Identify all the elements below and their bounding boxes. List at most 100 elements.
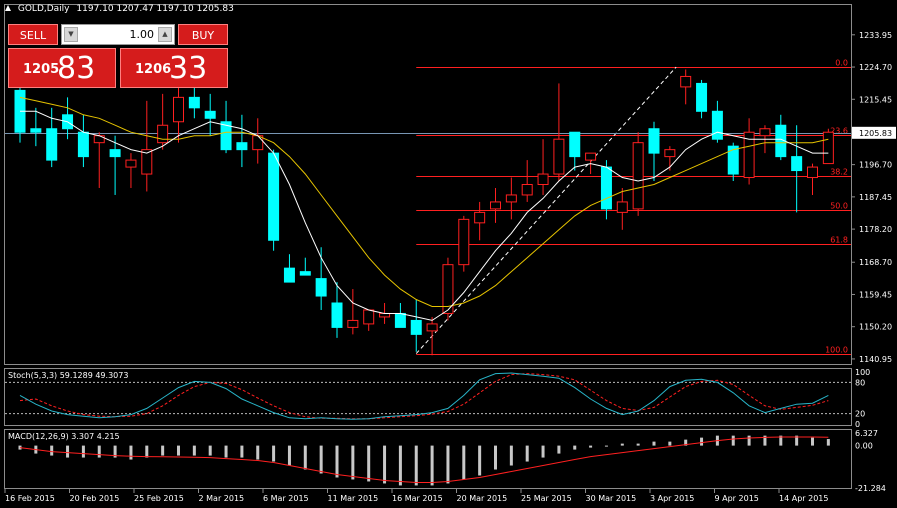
macd-histogram-bar: [494, 445, 497, 470]
macd-histogram-bar: [287, 445, 291, 466]
price-tick-label: 1233.95: [859, 31, 892, 40]
bull-candle: [141, 149, 153, 175]
bull-candle: [157, 124, 169, 144]
buy-price-main: 1206: [135, 62, 172, 77]
price-tick-label: 1215.45: [859, 95, 892, 104]
macd-signal-line: [19, 436, 829, 483]
time-tick-label: 9 Apr 2015: [715, 494, 759, 503]
lot-decrease-icon[interactable]: ▼: [64, 27, 78, 42]
bull-candle: [490, 201, 501, 210]
macd-histogram-bar: [66, 445, 70, 458]
time-tick-label: 6 Mar 2015: [263, 494, 309, 503]
fib-level-label: 38.2: [830, 168, 848, 177]
fib-level-label: 23.6: [830, 127, 848, 136]
bull-candle: [807, 166, 818, 179]
macd-tick-label: -21.284: [855, 484, 886, 493]
bear-candle: [204, 110, 216, 119]
bear-candle: [283, 267, 295, 283]
macd-histogram-bar: [700, 437, 704, 446]
bear-candle: [600, 166, 612, 210]
fibonacci-retracement: 0.0 23.6 38.2 50.0 61.8 100.0: [5, 59, 851, 355]
buy-price-box[interactable]: 1206 33: [120, 48, 228, 88]
bull-candle: [680, 75, 692, 88]
time-tick-label: 25 Mar 2015: [521, 494, 572, 503]
macd-panel-border: [4, 429, 852, 489]
macd-panel: MACD(12,26,9) 3.307 4.215 6.327 0.00 -21.2…: [4, 429, 886, 493]
bear-candle: [410, 319, 422, 335]
bear-candle: [315, 278, 327, 297]
bull-candle: [664, 149, 676, 158]
bull-candle: [822, 131, 834, 165]
price-axis: 1233.95 1224.70 1215.45 1205.83 1196.70 1187.…: [851, 31, 896, 364]
bull-candle: [505, 194, 517, 203]
bull-candle: [553, 138, 565, 175]
fib-level-label: 50.0: [830, 202, 848, 211]
macd-histogram-bar: [145, 445, 149, 458]
bull-candle: [458, 218, 470, 266]
macd-histogram-bar: [478, 445, 482, 476]
macd-histogram-bar: [97, 445, 101, 458]
macd-histogram-bar: [795, 435, 799, 446]
macd-histogram-bar: [826, 439, 830, 446]
macd-histogram-bar: [446, 445, 450, 484]
macd-histogram-bar: [652, 441, 656, 446]
macd-histogram-bar: [240, 445, 244, 458]
bull-candle: [442, 264, 454, 314]
macd-histogram-bar: [161, 445, 165, 456]
time-tick-label: 2 Mar 2015: [199, 494, 245, 503]
lot-increase-icon[interactable]: ▲: [158, 27, 172, 42]
bull-candle: [585, 152, 597, 161]
bull-candle: [347, 319, 359, 328]
price-tick-label: 1196.70: [859, 161, 892, 170]
price-tick-label: 1224.70: [859, 63, 892, 72]
macd-histogram-bar: [668, 441, 672, 446]
lot-size-value[interactable]: 1.00: [129, 28, 155, 41]
macd-histogram-bar: [604, 445, 608, 447]
candlestick-series: [14, 69, 834, 356]
time-tick-label: 16 Mar 2015: [392, 494, 443, 503]
price-tick-label: 1187.45: [859, 193, 892, 202]
bear-candle: [188, 96, 200, 109]
chart-ohlc: 1197.10 1207.47 1197.10 1205.83: [76, 4, 234, 14]
fib-level-label: 0.0: [835, 59, 848, 68]
bull-candle: [616, 201, 628, 213]
lot-size-input[interactable]: ▼ 1.00 ▲: [61, 24, 175, 45]
time-tick-label: 20 Mar 2015: [457, 494, 508, 503]
macd-histogram-bar: [684, 439, 688, 446]
macd-histogram-bar: [747, 435, 751, 446]
bear-candle: [696, 82, 708, 112]
macd-histogram-bar: [541, 445, 545, 458]
bear-candle: [46, 128, 58, 161]
time-tick-label: 11 Mar 2015: [328, 494, 379, 503]
time-tick-label: 20 Feb 2015: [70, 494, 120, 503]
bear-candle: [299, 271, 311, 276]
stoch-tick-label: 100: [855, 368, 870, 377]
macd-histogram-bar: [256, 445, 260, 460]
buy-button[interactable]: BUY: [178, 24, 228, 45]
collapse-arrow-icon[interactable]: [5, 5, 11, 11]
time-tick-label: 14 Apr 2015: [779, 494, 828, 503]
macd-histogram-bar: [129, 445, 133, 460]
sell-price-box[interactable]: 1205 83: [8, 48, 116, 88]
macd-histogram-bar: [367, 445, 371, 482]
main-panel-border: [4, 4, 852, 365]
bull-candle: [125, 159, 137, 168]
bear-candle: [569, 131, 581, 158]
moving-averages: [19, 96, 829, 321]
bear-candle: [30, 128, 42, 133]
macd-histogram-bar: [50, 445, 54, 456]
macd-histogram-bar: [81, 445, 85, 458]
bull-candle: [252, 135, 264, 151]
bear-candle: [648, 128, 660, 154]
bear-candle: [791, 156, 803, 172]
bull-candle: [759, 128, 771, 137]
bull-candle: [474, 211, 486, 224]
bear-candle: [727, 145, 739, 175]
stoch-label: Stoch(5,3,3) 59.1289 49.3073: [8, 371, 128, 380]
macd-histogram-bar: [636, 443, 640, 446]
sell-button[interactable]: SELL: [8, 24, 58, 45]
macd-histogram-bar: [335, 445, 339, 478]
macd-histogram-bar: [509, 445, 513, 466]
